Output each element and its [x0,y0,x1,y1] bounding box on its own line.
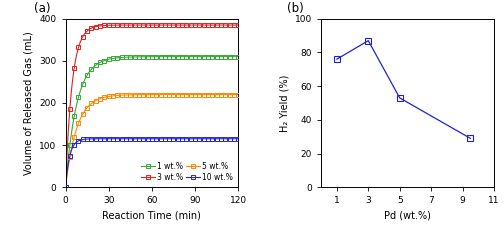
Y-axis label: Volume of Released Gas (mL): Volume of Released Gas (mL) [24,31,34,175]
Text: (b): (b) [287,2,303,15]
Text: (a): (a) [34,2,51,15]
X-axis label: Pd (wt.%): Pd (wt.%) [384,211,431,221]
Legend: 1 wt.%, 3 wt.%, 5 wt.%, 10 wt.%: 1 wt.%, 3 wt.%, 5 wt.%, 10 wt.% [139,161,234,183]
Y-axis label: H₂ Yield (%): H₂ Yield (%) [279,74,289,132]
X-axis label: Reaction Time (min): Reaction Time (min) [102,211,201,221]
